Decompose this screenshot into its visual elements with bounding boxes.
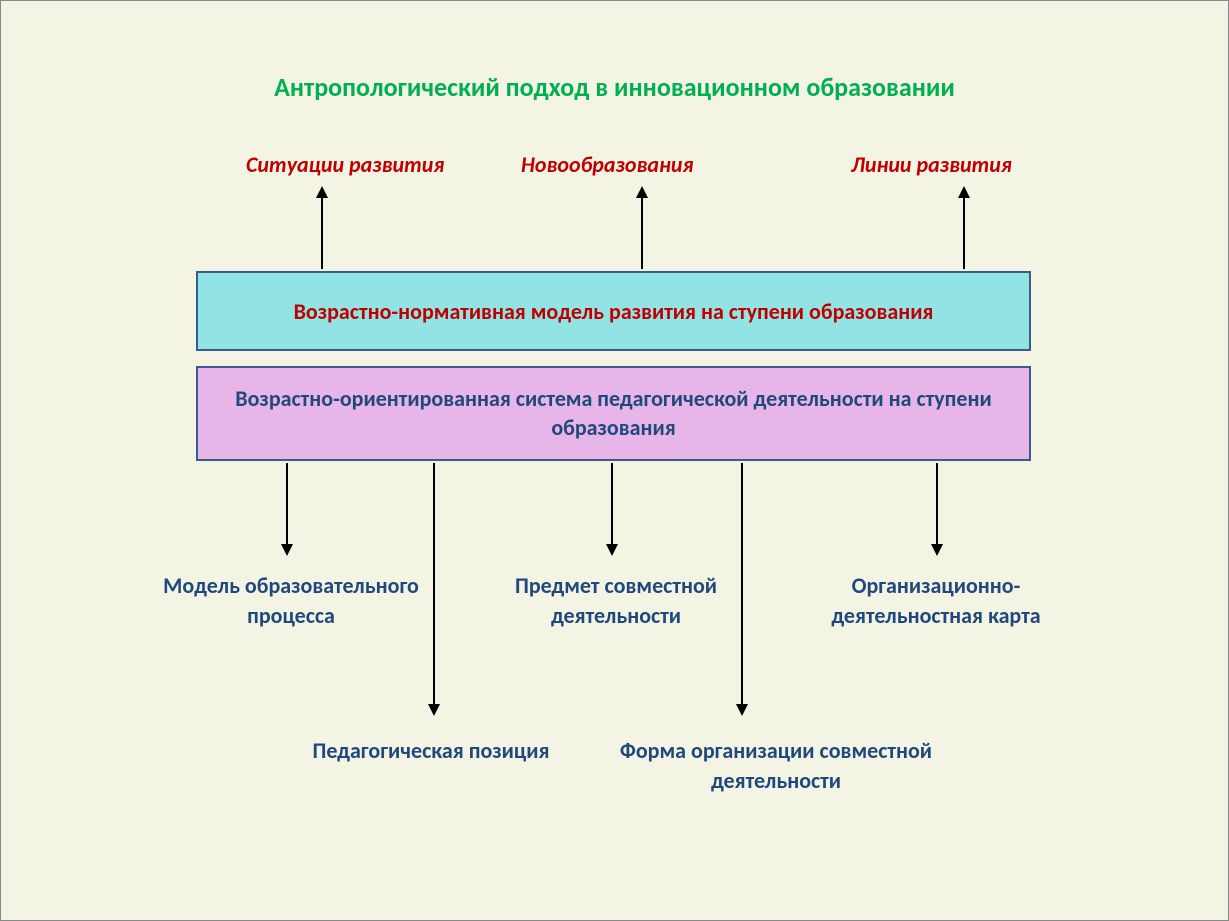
arrow-up-icon xyxy=(321,196,323,269)
box-oriented-system: Возрастно-ориентированная система педаго… xyxy=(196,366,1031,461)
arrow-down-icon xyxy=(286,463,288,546)
subheading-novelties: Новообразования xyxy=(521,151,693,178)
arrow-down-icon xyxy=(611,463,613,546)
label-joint-subject: Предмет совместной деятельности xyxy=(486,571,746,630)
arrow-down-icon xyxy=(433,463,435,706)
label-org-map: Организационно-деятельностная карта xyxy=(806,571,1066,630)
box-normative-model: Возрастно-нормативная модель развития на… xyxy=(196,271,1031,351)
label-pedagogical-position: Педагогическая позиция xyxy=(281,736,581,766)
label-joint-form: Форма организации совместной деятельност… xyxy=(611,736,941,795)
subheading-situations: Ситуации развития xyxy=(246,151,444,178)
page-title: Антропологический подход в инновационном… xyxy=(1,71,1228,103)
arrow-down-icon xyxy=(936,463,938,546)
arrow-up-icon xyxy=(963,196,965,269)
subheading-lines: Линии развития xyxy=(851,151,1012,178)
arrow-up-icon xyxy=(641,196,643,269)
label-process-model: Модель образовательного процесса xyxy=(151,571,431,630)
